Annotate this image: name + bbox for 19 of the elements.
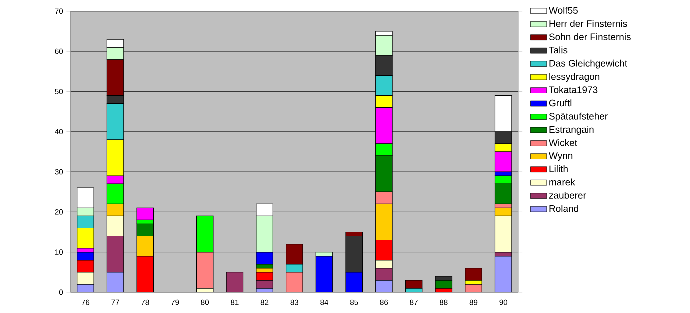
legend-label: Talis	[549, 46, 568, 54]
legend-label: marek	[550, 178, 576, 186]
legend-label: Lilith	[550, 165, 568, 172]
bar	[405, 280, 423, 289]
legend-label: Wynn	[549, 152, 573, 161]
legend-label: Spätaufsteher	[549, 112, 608, 122]
bar	[136, 208, 154, 220]
legend-label: Das Gleichgewicht	[550, 60, 628, 69]
legend-label: Sohn der Finsternis	[549, 33, 631, 40]
legend-label: Roland	[550, 204, 578, 212]
legend-label: Herr der Finsternis	[550, 20, 628, 27]
legend-label: Estrangain	[550, 126, 594, 135]
bar	[435, 280, 453, 289]
legend-label: Gruftl	[549, 99, 572, 106]
legend-label: zauberer	[549, 192, 586, 199]
legend-label: Wolf55	[549, 6, 578, 14]
legend-label: Wicket	[549, 139, 578, 146]
legend-label: lessydragon	[550, 72, 600, 82]
legend-label: Tokata1973	[549, 86, 598, 94]
